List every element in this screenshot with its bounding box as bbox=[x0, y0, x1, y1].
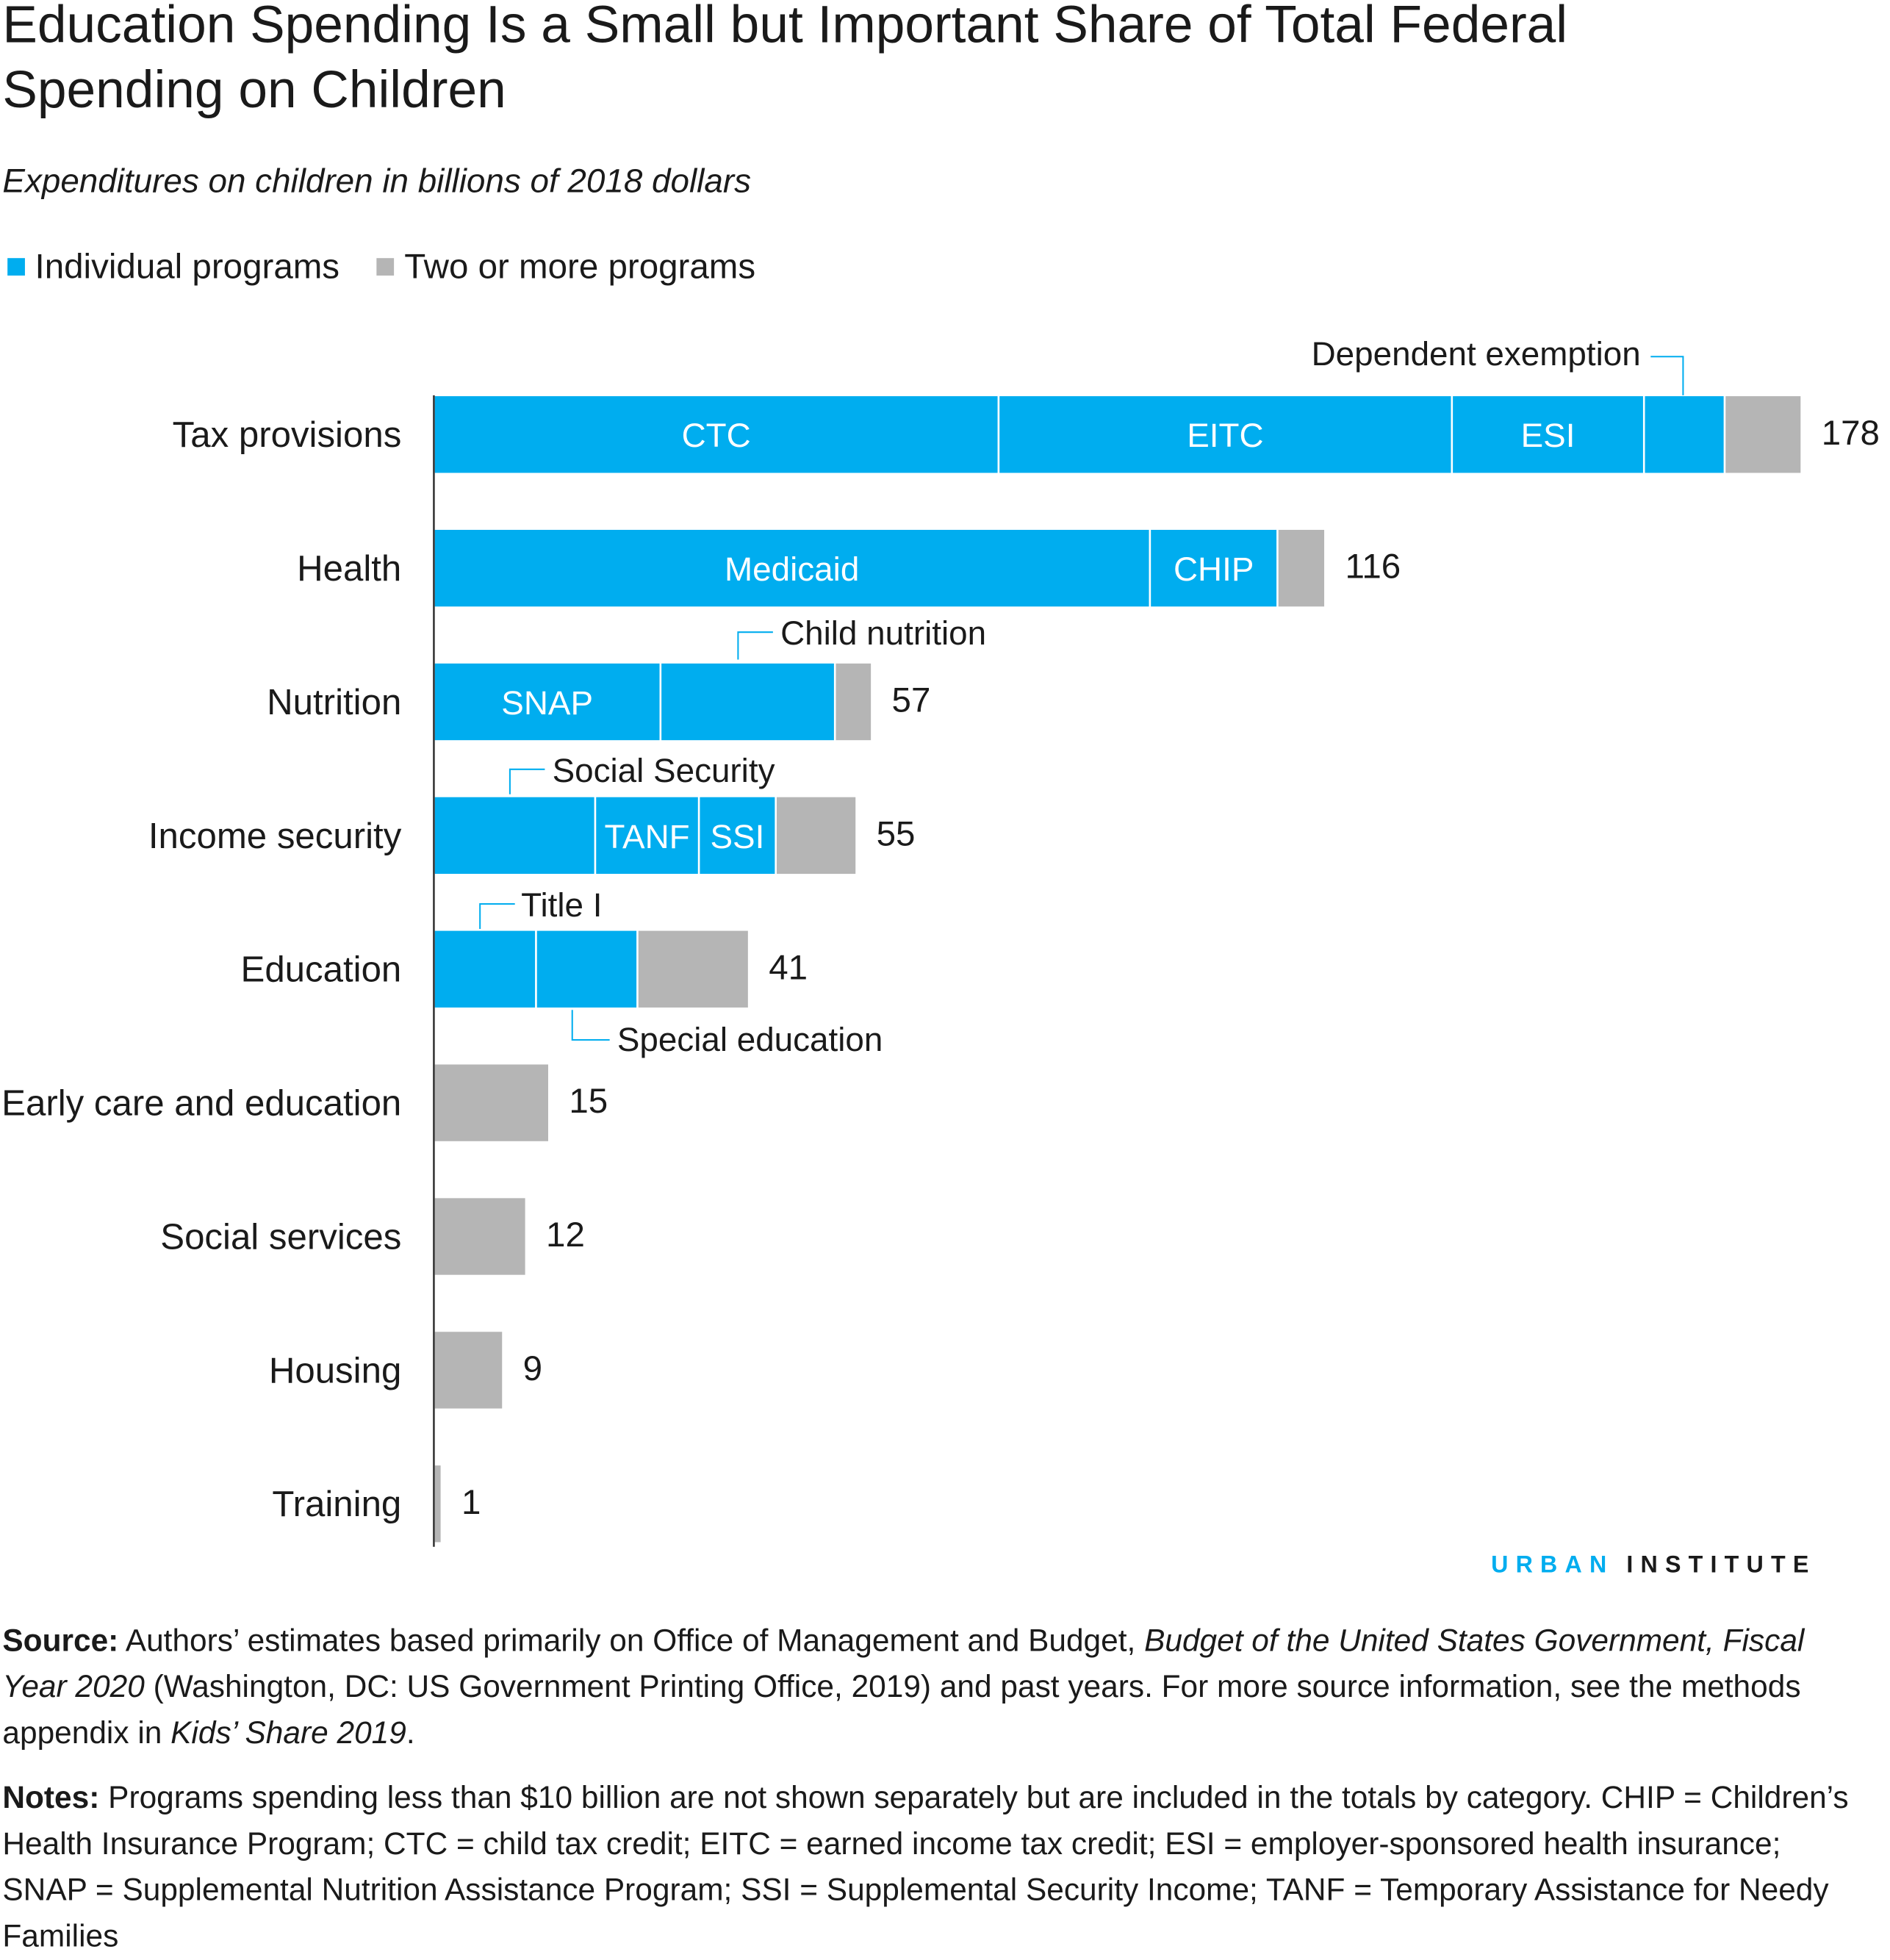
segment-label: CTC bbox=[682, 417, 751, 454]
category-label: Nutrition bbox=[267, 682, 401, 722]
bar-segment bbox=[535, 929, 639, 1010]
notes: Notes: Programs spending less than $10 b… bbox=[2, 1776, 1872, 1960]
total-label: 1 bbox=[461, 1483, 481, 1522]
segment-label: ESI bbox=[1521, 417, 1575, 454]
legend-swatch-two-or-more bbox=[376, 258, 395, 276]
total-label: 116 bbox=[1345, 548, 1401, 586]
segment-label: TANF bbox=[604, 818, 689, 855]
bar-segment bbox=[775, 795, 858, 876]
bar-segment bbox=[433, 1463, 443, 1544]
segment-callout-label: Title I bbox=[521, 886, 602, 924]
bar-segment bbox=[1276, 528, 1326, 609]
source-text: Authors’ estimates based primarily on Of… bbox=[118, 1623, 1145, 1659]
legend-item-two-or-more: Two or more programs bbox=[376, 246, 756, 287]
legend-label: Two or more programs bbox=[404, 246, 756, 286]
legend-swatch-individual bbox=[7, 258, 25, 276]
legend-label: Individual programs bbox=[35, 246, 340, 286]
category-label: Tax provisions bbox=[173, 414, 402, 455]
segment-label: SSI bbox=[711, 818, 765, 855]
total-label: 15 bbox=[569, 1082, 608, 1121]
logo-institute: INSTITUTE bbox=[1626, 1552, 1817, 1579]
category-label: Income security bbox=[148, 816, 402, 856]
source-text: . bbox=[406, 1715, 415, 1751]
chart-title: Education Spending Is a Small but Import… bbox=[2, 0, 1568, 119]
urban-institute-logo: URBAN INSTITUTE bbox=[1491, 1552, 1816, 1579]
bar-segment bbox=[433, 1062, 550, 1144]
bar-segment bbox=[594, 795, 700, 876]
chart-subtitle: Expenditures on children in billions of … bbox=[2, 162, 751, 200]
notes-text: Programs spending less than $10 billion … bbox=[2, 1780, 1849, 1954]
segment-callout-label: Social Security bbox=[553, 752, 775, 789]
segment-label: EITC bbox=[1187, 417, 1263, 454]
total-label: 178 bbox=[1822, 414, 1880, 453]
total-label: 55 bbox=[877, 814, 916, 853]
legend-item-individual: Individual programs bbox=[7, 247, 339, 287]
bar-segment bbox=[1642, 394, 1726, 475]
category-label: Training bbox=[272, 1484, 401, 1524]
callout-line bbox=[571, 1010, 610, 1041]
bar-segment bbox=[659, 661, 836, 742]
callout-line bbox=[479, 903, 515, 929]
segment-callout-label: Dependent exemption bbox=[1312, 335, 1641, 373]
source-citation: Budget of the United States Government, … bbox=[2, 1623, 1805, 1705]
bar-segment bbox=[1723, 394, 1803, 475]
notes-label: Notes: bbox=[2, 1780, 100, 1816]
bar-segment bbox=[636, 929, 750, 1010]
total-label: 12 bbox=[546, 1216, 585, 1254]
source-text: (Washington, DC: US Government Printing … bbox=[2, 1669, 1801, 1751]
category-label: Education bbox=[241, 950, 402, 990]
logo-urban: URBAN bbox=[1491, 1552, 1614, 1579]
bar-segment bbox=[433, 528, 1151, 609]
callout-line bbox=[1650, 356, 1684, 395]
segment-label: SNAP bbox=[501, 684, 593, 722]
callout-line bbox=[509, 768, 545, 794]
total-label: 9 bbox=[523, 1349, 542, 1388]
category-label: Social services bbox=[160, 1216, 401, 1257]
total-label: 41 bbox=[769, 948, 808, 987]
bar-segment bbox=[697, 795, 777, 876]
bar-segment bbox=[433, 795, 597, 876]
bar-segment bbox=[433, 1329, 504, 1411]
source-report: Kids’ Share 2019 bbox=[170, 1715, 406, 1751]
segment-label: CHIP bbox=[1174, 550, 1254, 588]
bar-segment bbox=[433, 1196, 528, 1277]
category-label: Health bbox=[297, 548, 401, 589]
segment-callout-label: Special education bbox=[617, 1021, 883, 1058]
segment-callout-label: Child nutrition bbox=[780, 614, 986, 652]
segment-label: Medicaid bbox=[725, 550, 859, 588]
bar-segment bbox=[833, 661, 873, 742]
legend: Individual programs Two or more programs bbox=[7, 247, 755, 287]
bar-segment bbox=[997, 394, 1454, 475]
bar-segment bbox=[1451, 394, 1645, 475]
category-label: Early care and education bbox=[1, 1083, 401, 1124]
category-label: Housing bbox=[269, 1350, 401, 1390]
callout-line bbox=[737, 631, 773, 660]
source-note: Source: Authors’ estimates based primari… bbox=[2, 1618, 1872, 1756]
total-label: 57 bbox=[892, 681, 931, 720]
source-label: Source: bbox=[2, 1623, 119, 1659]
bar-segment bbox=[1149, 528, 1279, 609]
bar-segment bbox=[433, 661, 662, 742]
bar-segment bbox=[433, 929, 537, 1010]
